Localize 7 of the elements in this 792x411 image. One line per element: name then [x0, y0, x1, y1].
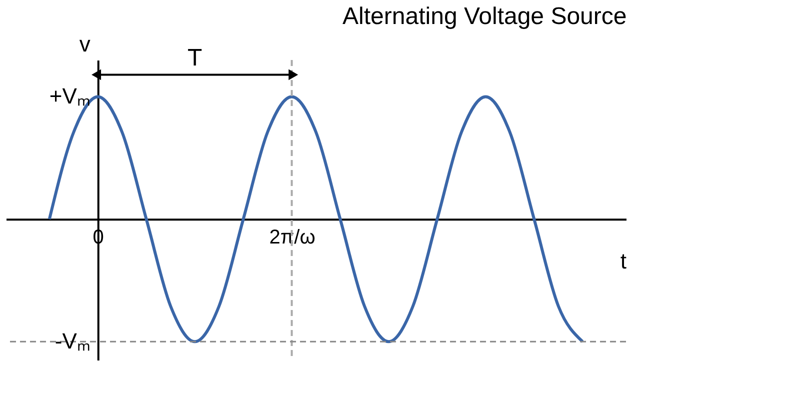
annotation: -Vₘ — [54, 328, 90, 354]
text: T — [187, 44, 202, 72]
x-axis-title: t — [620, 248, 626, 274]
chart-title: Alternating Voltage Source — [342, 3, 627, 30]
x-tick-label: 2π/ω — [269, 226, 316, 249]
y-axis-title: v — [79, 32, 90, 56]
annotation: +Vₘ — [49, 84, 90, 109]
